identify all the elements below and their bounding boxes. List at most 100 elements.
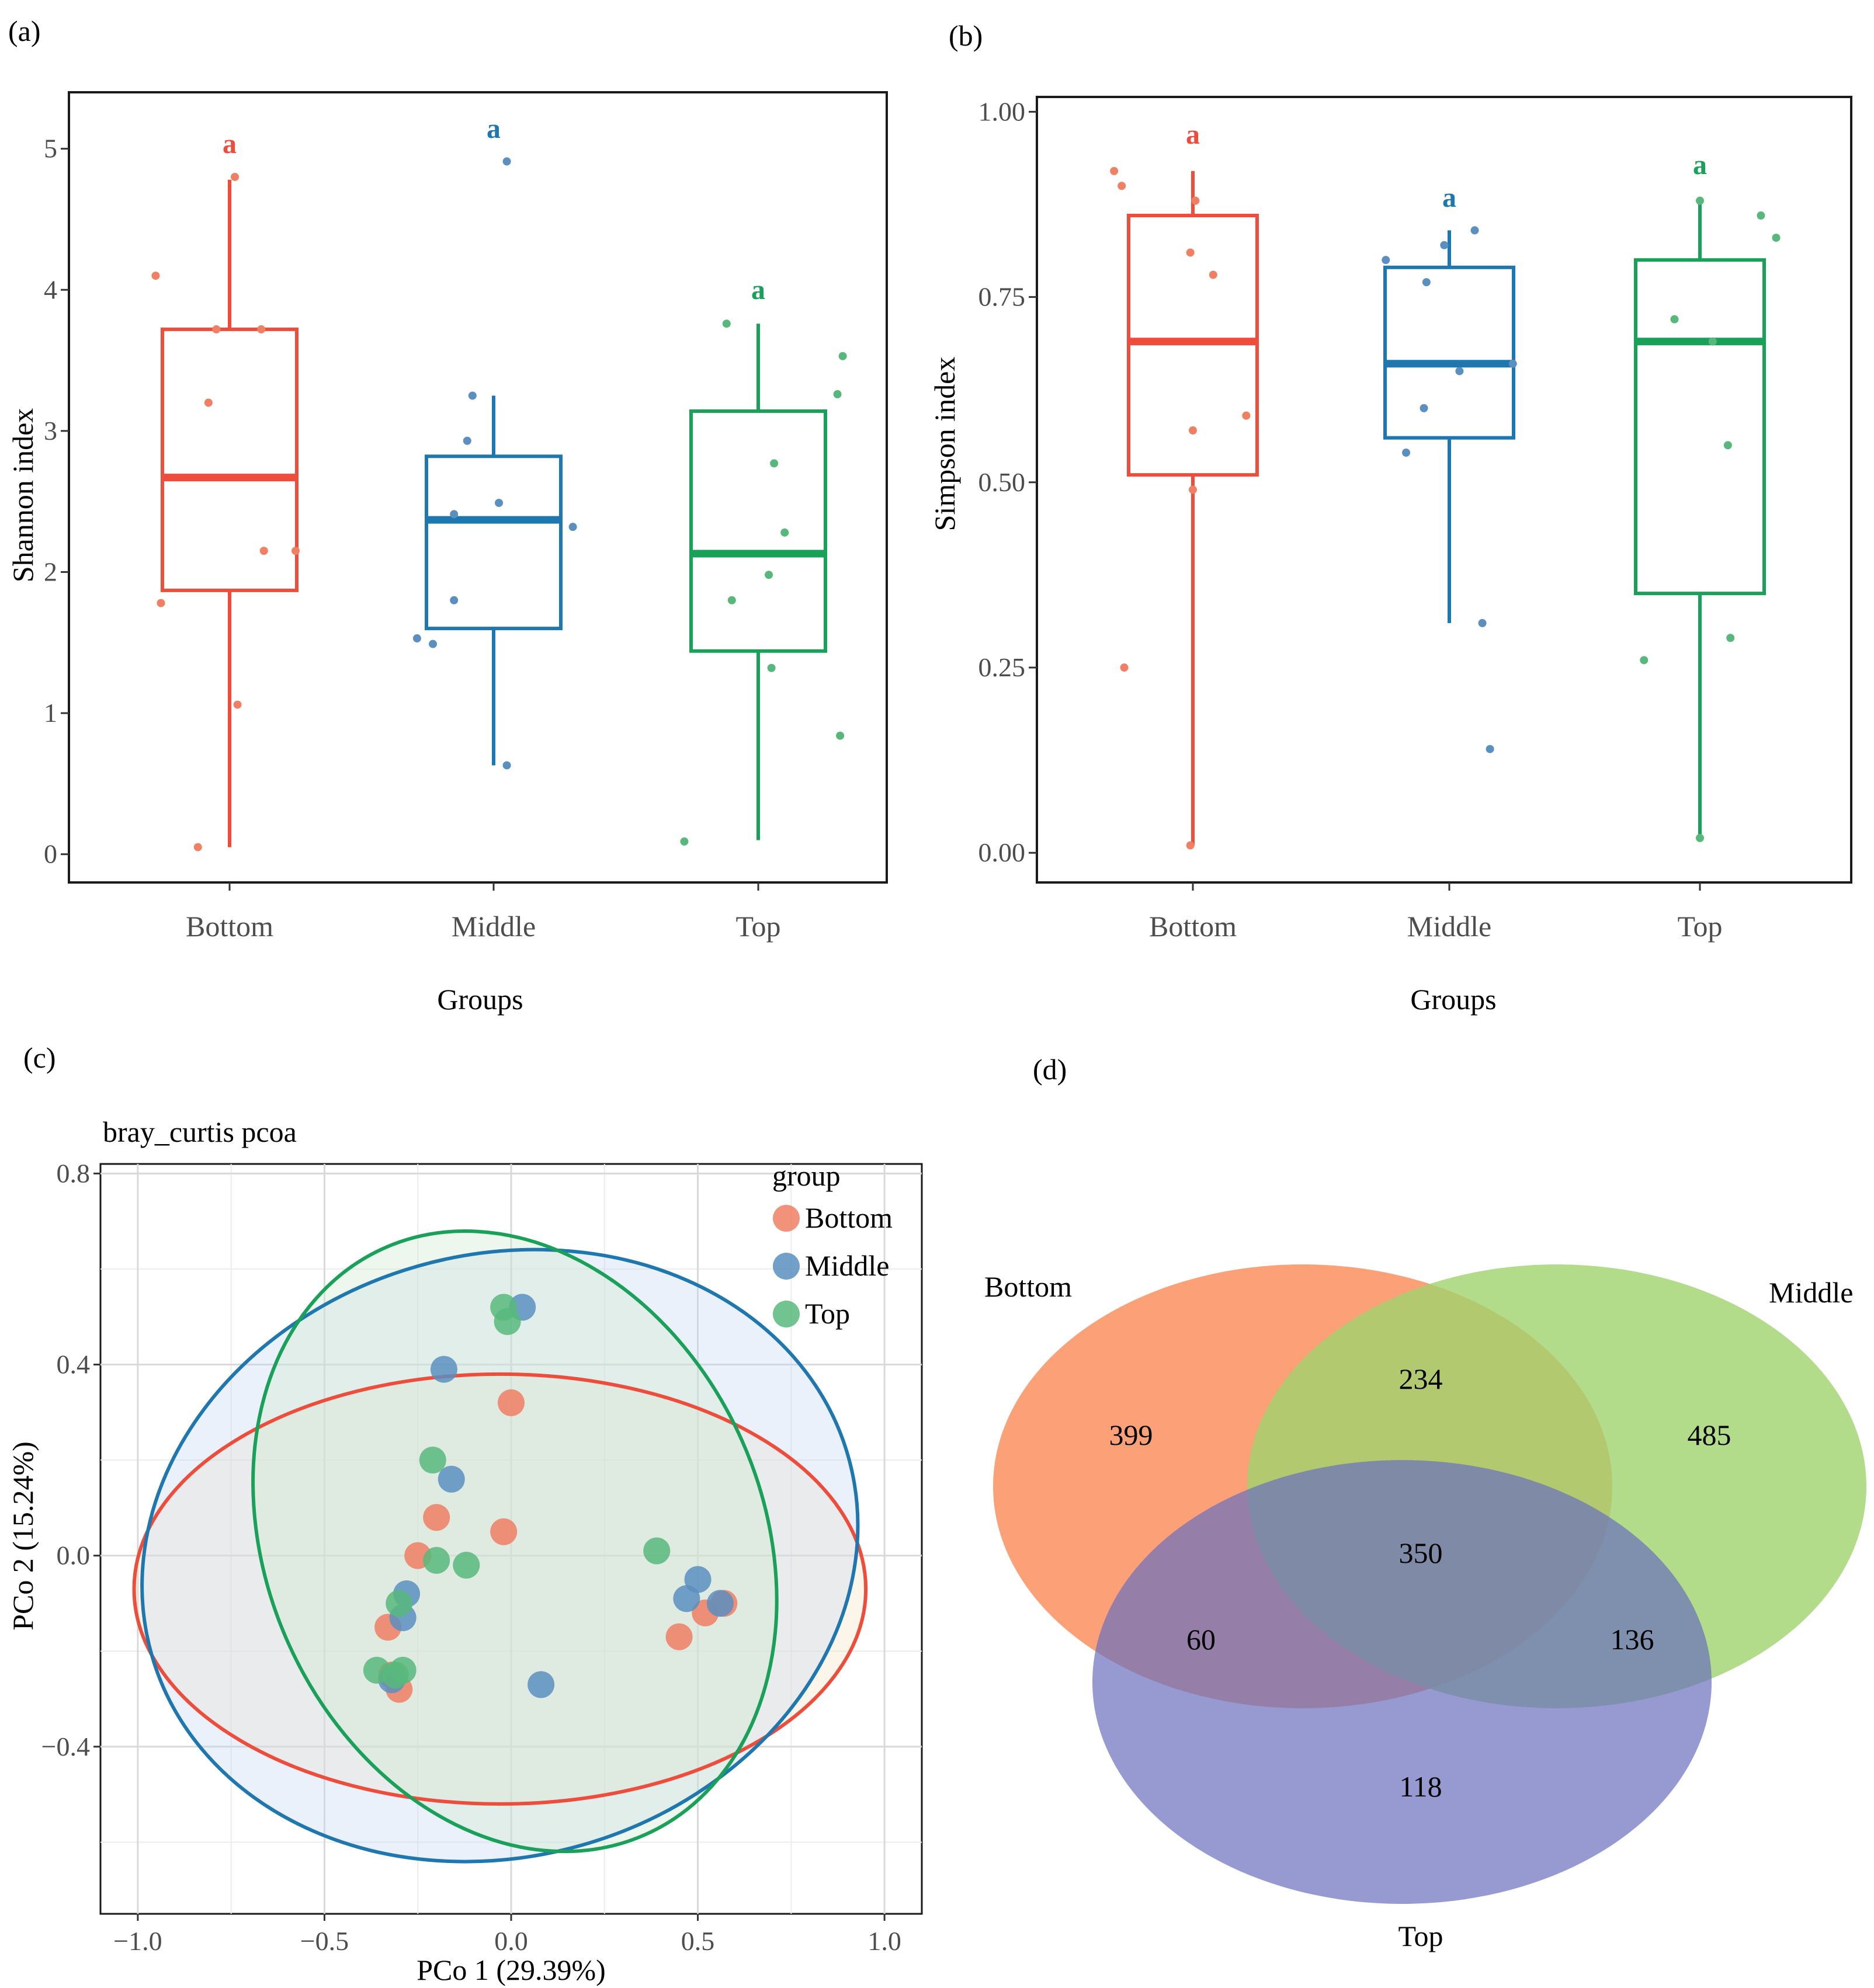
- point-top: [386, 1590, 413, 1617]
- data-point: [1640, 656, 1649, 665]
- data-point: [502, 157, 511, 166]
- data-point: [1470, 226, 1479, 235]
- data-point: [1696, 833, 1704, 842]
- y-tick-label: 0.8: [57, 1158, 91, 1188]
- panel-a-boxes: a a a: [151, 113, 847, 851]
- legend-title: group: [772, 1159, 841, 1192]
- venn-count-bottom-middle: 234: [1399, 1363, 1443, 1395]
- point-top: [494, 1308, 521, 1335]
- y-tick-label: 2: [44, 557, 57, 586]
- panel-b-y-axis: 0.00 0.25 0.50 0.75 1.00: [978, 96, 1037, 867]
- panel-c-axes: −1.0 −0.5 0.0 0.5 1.0 0.8 0.4 0.0 −0.4: [41, 1158, 901, 1956]
- point-bottom: [665, 1623, 693, 1650]
- venn-count-middle-top: 136: [1611, 1623, 1654, 1656]
- box-top: a: [1634, 150, 1781, 842]
- data-point: [502, 761, 511, 770]
- data-point: [193, 843, 202, 851]
- data-point: [1670, 315, 1679, 324]
- data-point: [833, 390, 842, 399]
- legend-label-middle: Middle: [805, 1249, 889, 1282]
- venn-count-middle-only: 485: [1688, 1419, 1731, 1451]
- y-tick-label: 0.00: [978, 837, 1026, 867]
- significance-letter: a: [487, 113, 501, 144]
- significance-letter: a: [223, 128, 237, 159]
- y-tick-label: 1.00: [978, 96, 1026, 126]
- y-tick-label: 0.0: [57, 1541, 91, 1570]
- data-point: [291, 547, 300, 555]
- panel-b-x-axis-title: Groups: [1410, 983, 1496, 1016]
- legend: group Bottom Middle Top: [772, 1159, 893, 1330]
- point-top: [453, 1551, 480, 1579]
- data-point: [450, 510, 459, 519]
- point-top: [643, 1537, 671, 1565]
- venn-count-bottom-top: 60: [1186, 1623, 1216, 1656]
- data-point: [495, 499, 504, 508]
- venn-set-top: [1092, 1460, 1712, 1904]
- x-tick-label: −1.0: [113, 1926, 162, 1956]
- x-tick-label: Bottom: [186, 910, 273, 943]
- panel-c-points: [363, 1294, 738, 1703]
- x-tick-label: Bottom: [1149, 910, 1237, 943]
- panel-label-c: (c): [23, 1041, 56, 1074]
- box-iqr: [1383, 265, 1515, 440]
- data-point: [1209, 270, 1217, 279]
- legend-key-middle: [773, 1253, 800, 1280]
- panel-label-b: (b): [949, 19, 983, 52]
- data-point: [157, 599, 165, 607]
- simpson-box-plot: 0.00 0.25 0.50 0.75 1.00 Bottom Middle Top a a a…: [928, 96, 1852, 1016]
- data-point: [1696, 196, 1704, 205]
- data-point: [765, 571, 773, 579]
- data-point: [429, 640, 438, 648]
- data-point: [722, 319, 731, 328]
- venn-count-top-only: 118: [1399, 1770, 1442, 1803]
- ellipse-outline-top: [251, 1229, 779, 1854]
- box-bottom: a: [1110, 119, 1259, 850]
- data-point: [1186, 248, 1195, 257]
- data-point: [204, 398, 213, 407]
- y-tick-label: 0.75: [978, 282, 1026, 312]
- significance-letter: a: [1442, 182, 1456, 213]
- panel-a-x-axis-title: Groups: [437, 983, 523, 1016]
- data-point: [468, 391, 477, 400]
- x-tick-label: Top: [1677, 910, 1722, 943]
- data-point: [231, 172, 240, 181]
- panel-a-y-axis-title: Shannon index: [6, 408, 39, 583]
- panel-c-ellipses: [132, 1229, 868, 1864]
- point-middle: [430, 1356, 457, 1383]
- data-point: [212, 325, 221, 333]
- panel-c-title: bray_curtis pcoa: [103, 1115, 297, 1148]
- data-point: [450, 596, 459, 604]
- data-point: [151, 272, 160, 280]
- data-point: [836, 731, 845, 740]
- data-point: [1242, 411, 1251, 420]
- data-point: [1772, 234, 1781, 242]
- box-top: a: [680, 274, 847, 846]
- point-middle: [438, 1465, 465, 1493]
- panel-c-y-axis-title: PCo 2 (15.24%): [6, 1441, 39, 1631]
- significance-letter: a: [1693, 150, 1707, 180]
- box-bottom: a: [151, 128, 300, 851]
- point-bottom: [490, 1518, 518, 1545]
- x-tick-label: Middle: [1407, 910, 1491, 943]
- y-tick-label: 0.50: [978, 467, 1026, 497]
- point-middle: [706, 1590, 734, 1617]
- data-point: [1757, 211, 1765, 220]
- data-point: [1440, 241, 1449, 249]
- point-middle: [528, 1671, 555, 1698]
- y-tick-label: 3: [44, 416, 57, 446]
- panel-b-frame: [1036, 96, 1852, 884]
- data-point: [1726, 634, 1735, 642]
- panel-c-x-axis-title: PCo 1 (29.39%): [417, 1954, 606, 1986]
- panel-label-d: (d): [1033, 1053, 1067, 1086]
- data-point: [1508, 359, 1517, 368]
- data-point: [1420, 404, 1428, 412]
- data-point: [1110, 166, 1119, 175]
- data-point: [1486, 745, 1494, 753]
- panel-b-y-axis-title: Simpson index: [928, 357, 961, 531]
- data-point: [1402, 449, 1411, 457]
- data-point: [727, 596, 736, 604]
- data-point: [838, 352, 847, 360]
- box-middle: a: [412, 113, 577, 770]
- y-tick-label: 0.25: [978, 652, 1026, 682]
